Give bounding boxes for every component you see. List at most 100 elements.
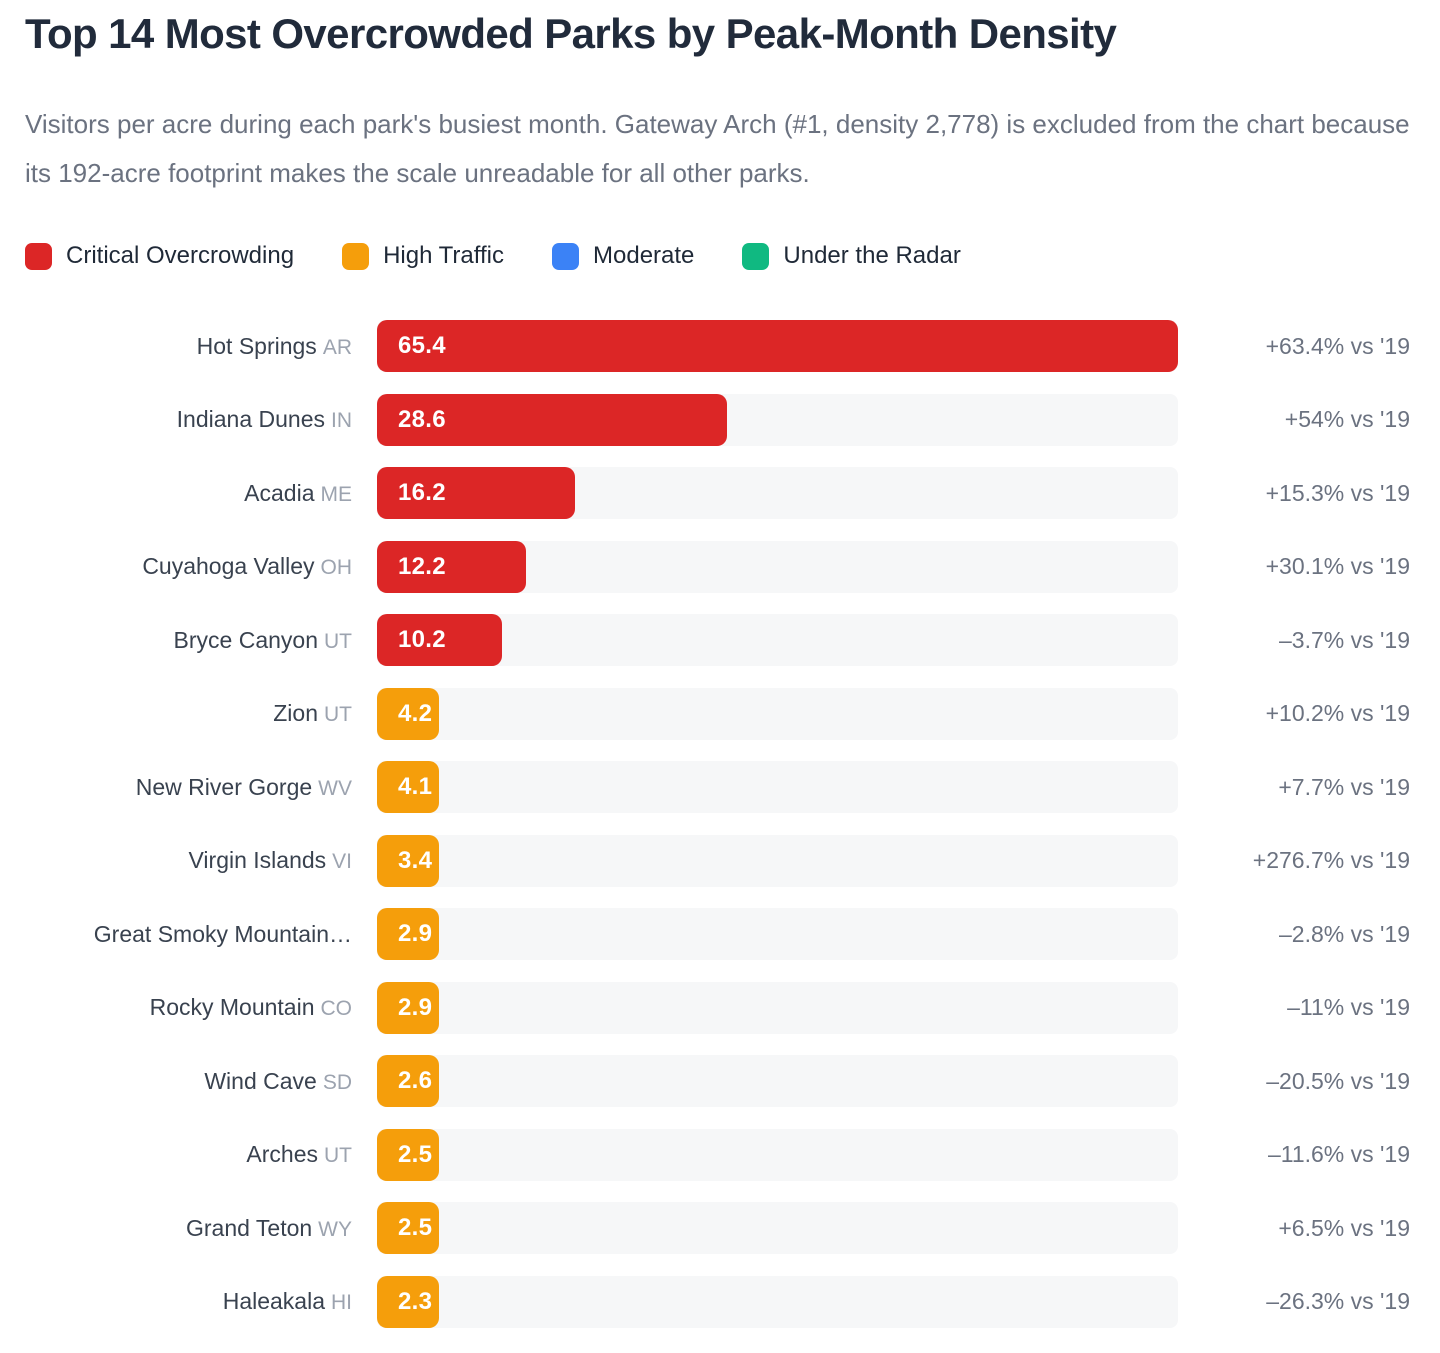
- change-vs-2019-label: +276.7% vs '19: [1252, 847, 1410, 873]
- change-vs-2019-label: –20.5% vs '19: [1266, 1067, 1410, 1094]
- density-bar[interactable]: 28.6: [377, 393, 728, 446]
- park-name-label: New River Gorge: [135, 773, 313, 800]
- change-vs-2019-label: +7.7% vs '19: [1278, 773, 1410, 800]
- change-vs-2019-label: –2.8% vs '19: [1279, 920, 1410, 947]
- density-bar[interactable]: 2.5: [377, 1128, 439, 1181]
- row-label: Acadia ME: [25, 480, 352, 507]
- chart-row: Haleakala HI 2.3 –26.3% vs '19: [25, 1275, 1410, 1328]
- park-name-label: Grand Teton: [186, 1214, 313, 1241]
- bar-track: 2.3: [377, 1275, 1178, 1328]
- legend-item-label: Moderate: [593, 242, 695, 269]
- legend-item-label: Under the Radar: [783, 242, 961, 269]
- density-bar[interactable]: 4.2: [377, 687, 439, 740]
- chart-row: Acadia ME 16.2 +15.3% vs '19: [25, 467, 1410, 519]
- density-bar[interactable]: 65.4: [377, 320, 1178, 372]
- density-bar[interactable]: 3.4: [377, 834, 439, 887]
- state-abbrev-label: WY: [318, 1217, 352, 1241]
- state-abbrev-label: UT: [324, 1144, 352, 1167]
- change-vs-2019-label: +6.5% vs '19: [1278, 1214, 1410, 1241]
- bar-track: 4.1: [377, 761, 1178, 813]
- state-abbrev-label: UT: [324, 703, 352, 726]
- bar-track: 16.2: [377, 467, 1178, 519]
- row-label: Arches UT: [25, 1141, 352, 1168]
- change-vs-2019-label: –3.7% vs '19: [1279, 626, 1410, 653]
- bar-value-label: 2.5: [398, 1140, 433, 1168]
- bar-value-label: 2.6: [398, 1067, 433, 1094]
- chart-row: Hot Springs AR 65.4 +63.4% vs '19: [25, 320, 1410, 372]
- chart-row: Indiana Dunes IN 28.6 +54% vs '19: [25, 393, 1410, 446]
- bar-value-label: 2.5: [398, 1214, 433, 1241]
- density-bar[interactable]: 16.2: [377, 467, 576, 519]
- legend-item-moderate[interactable]: Moderate: [552, 242, 694, 270]
- legend-item-label: Critical Overcrowding: [66, 242, 295, 269]
- bar-track: 65.4: [377, 320, 1178, 372]
- change-vs-2019-label: +54% vs '19: [1284, 406, 1410, 432]
- park-name-label: Cuyahoga Valley: [142, 553, 315, 579]
- bar-value-label: 2.9: [398, 993, 433, 1021]
- state-abbrev-label: ME: [320, 482, 353, 506]
- legend-item-under_radar[interactable]: Under the Radar: [742, 242, 961, 270]
- bar-value-label: 4.1: [398, 773, 433, 800]
- bar-value-label: 2.3: [398, 1287, 433, 1315]
- legend-color-swatch-icon: [742, 242, 770, 270]
- chart-row: Arches UT 2.5 –11.6% vs '19: [25, 1128, 1410, 1181]
- chart-row: Zion UT 4.2 +10.2% vs '19: [25, 687, 1410, 740]
- park-name-label: Haleakala: [222, 1288, 325, 1314]
- density-bar[interactable]: 2.9: [377, 908, 439, 960]
- chart-row: Great Smoky Mountain… 2.9 –2.8% vs '19: [25, 908, 1410, 960]
- density-bar[interactable]: 2.6: [377, 1055, 439, 1107]
- legend-item-label: High Traffic: [383, 242, 504, 269]
- row-label: New River Gorge WV: [25, 774, 352, 801]
- state-abbrev-label: UT: [324, 629, 352, 653]
- bar-chart: Hot Springs AR 65.4 +63.4% vs '19 Indiana…: [25, 320, 1410, 1328]
- bar-value-label: 28.6: [398, 405, 446, 433]
- chart-row: Bryce Canyon UT 10.2 –3.7% vs '19: [25, 614, 1410, 666]
- park-name-label: Arches: [246, 1141, 318, 1167]
- chart-title: Top 14 Most Overcrowded Parks by Peak-Mo…: [25, 10, 1117, 57]
- change-vs-2019-label: +30.1% vs '19: [1265, 553, 1410, 579]
- legend-item-high[interactable]: High Traffic: [342, 242, 504, 270]
- row-label: Bryce Canyon UT: [25, 627, 352, 654]
- density-bar[interactable]: 4.1: [377, 761, 439, 813]
- state-abbrev-label: OH: [320, 556, 353, 579]
- density-bar[interactable]: 2.5: [377, 1202, 439, 1254]
- park-name-label: Rocky Mountain: [149, 994, 315, 1020]
- density-bar[interactable]: 2.3: [377, 1275, 439, 1328]
- density-bar[interactable]: 10.2: [377, 614, 502, 666]
- bar-value-label: 12.2: [398, 552, 446, 580]
- bar-value-label: 3.4: [398, 846, 433, 874]
- state-abbrev-label: WV: [318, 776, 352, 800]
- chart-row: Wind Cave SD 2.6 –20.5% vs '19: [25, 1055, 1410, 1107]
- change-vs-2019-label: –11% vs '19: [1287, 994, 1410, 1020]
- row-label: Hot Springs AR: [25, 333, 352, 360]
- chart-row: Grand Teton WY 2.5 +6.5% vs '19: [25, 1202, 1410, 1254]
- park-name-label: Virgin Islands: [188, 847, 327, 873]
- legend-color-swatch-icon: [25, 242, 52, 270]
- density-bar[interactable]: 2.9: [377, 981, 439, 1034]
- park-name-label: Great Smoky Mountain…: [93, 920, 352, 947]
- chart-row: New River Gorge WV 4.1 +7.7% vs '19: [25, 761, 1410, 813]
- legend-color-swatch-icon: [342, 242, 370, 270]
- state-abbrev-label: IN: [331, 409, 352, 432]
- bar-track: 2.5: [377, 1202, 1178, 1254]
- bar-value-label: 65.4: [398, 332, 446, 359]
- bar-track: 2.9: [377, 908, 1178, 960]
- row-label: Wind Cave SD: [25, 1068, 352, 1095]
- state-abbrev-label: HI: [331, 1291, 352, 1314]
- change-vs-2019-label: –11.6% vs '19: [1267, 1141, 1410, 1167]
- row-label: Zion UT: [25, 700, 352, 727]
- density-bar[interactable]: 12.2: [377, 540, 527, 593]
- park-name-label: Indiana Dunes: [176, 406, 325, 432]
- legend-item-critical[interactable]: Critical Overcrowding: [25, 242, 294, 270]
- row-label: Virgin Islands VI: [25, 847, 353, 874]
- state-abbrev-label: VI: [332, 850, 352, 873]
- chart-row: Rocky Mountain CO 2.9 –11% vs '19: [25, 981, 1410, 1034]
- bar-track: 3.4: [377, 834, 1178, 887]
- legend-color-swatch-icon: [552, 242, 579, 270]
- bar-track: 2.6: [377, 1055, 1178, 1107]
- chart-row: Cuyahoga Valley OH 12.2 +30.1% vs '19: [25, 540, 1410, 593]
- change-vs-2019-label: –26.3% vs '19: [1266, 1288, 1410, 1314]
- legend: Critical Overcrowding High Traffic Moder…: [25, 242, 1410, 270]
- bar-track: 4.2: [377, 687, 1178, 740]
